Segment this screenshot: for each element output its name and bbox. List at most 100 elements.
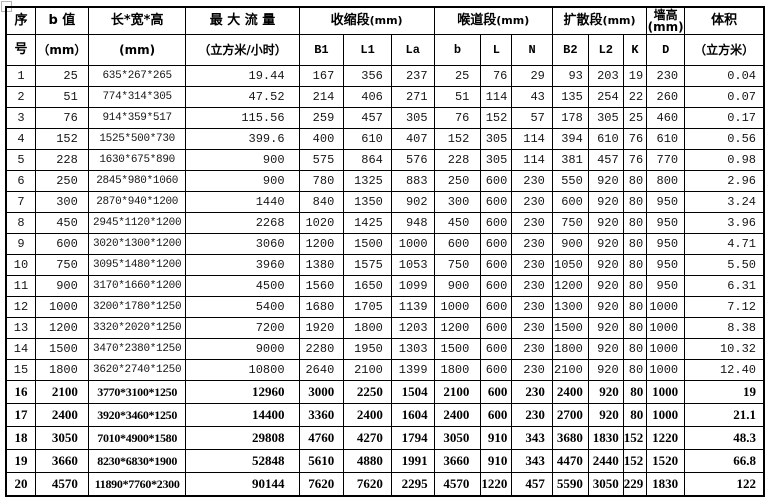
- data-cell: 1800: [343, 317, 392, 339]
- data-cell: 883: [390, 170, 435, 192]
- data-cell: 2100: [343, 359, 392, 381]
- data-cell: 51: [34, 86, 89, 108]
- serial-cell: 17: [5, 403, 36, 427]
- data-cell: 80: [622, 317, 648, 339]
- header-serial-top: 序: [5, 6, 36, 35]
- data-cell: 2400: [343, 403, 392, 427]
- header-row-2: 号 （mm） (mm) （立方米/小时） B1 L1 La b L N B2 L…: [5, 34, 765, 66]
- data-cell: 2250: [343, 380, 392, 404]
- data-cell: 900: [185, 170, 300, 192]
- data-cell: 1440: [185, 191, 300, 213]
- header-subcol-L2: L2: [587, 34, 624, 66]
- header-subcol-D: D: [646, 34, 686, 66]
- data-cell: 750: [433, 254, 482, 276]
- data-cell: 457: [511, 472, 553, 497]
- serial-cell: 14: [5, 338, 36, 360]
- data-cell: 2440: [587, 449, 624, 473]
- data-cell: 1200: [551, 275, 589, 297]
- data-cell: 2268: [185, 212, 300, 234]
- header-serial-bottom: 号: [5, 34, 36, 66]
- data-cell: 840: [298, 191, 345, 213]
- data-cell: 950: [646, 275, 686, 297]
- data-cell: 576: [390, 149, 435, 171]
- header-subcol-L1: L1: [343, 34, 392, 66]
- data-cell: 948: [390, 212, 435, 234]
- data-cell: 1794: [390, 426, 435, 450]
- data-cell: 2100: [433, 380, 482, 404]
- data-cell: 3960: [185, 254, 300, 276]
- data-cell: 600: [480, 296, 513, 318]
- data-cell: 122: [684, 472, 765, 497]
- table-row: 3 76 914*359*517 115.56 259 457 305 76 152 57 178 3…: [5, 107, 765, 129]
- data-cell: 12960: [185, 380, 300, 404]
- data-cell: 4270: [343, 426, 392, 450]
- data-cell: 600: [480, 380, 513, 404]
- data-cell: 910: [480, 449, 513, 473]
- data-cell: 230: [511, 338, 553, 360]
- data-cell: 8.38: [684, 317, 765, 339]
- serial-cell: 20: [5, 472, 36, 497]
- serial-cell: 2: [5, 86, 36, 108]
- serial-cell: 8: [5, 212, 36, 234]
- serial-cell: 18: [5, 426, 36, 450]
- data-cell: 152: [622, 449, 648, 473]
- data-cell: 600: [480, 403, 513, 427]
- data-cell: 7010*4900*1580: [87, 426, 187, 450]
- data-cell: 229: [622, 472, 648, 497]
- data-cell: 178: [551, 107, 589, 129]
- data-cell: 864: [343, 149, 392, 171]
- data-cell: 920: [587, 359, 624, 381]
- data-cell: 47.52: [185, 86, 300, 108]
- data-cell: 48.3: [684, 426, 765, 450]
- data-cell: 4570: [433, 472, 482, 497]
- data-cell: 1399: [390, 359, 435, 381]
- table-row: 17 2400 3920*3460*1250 14400 3360 2400 1604 240…: [5, 403, 765, 427]
- data-cell: 2700: [551, 403, 589, 427]
- data-cell: 80: [622, 254, 648, 276]
- data-cell: 3170*1660*1200: [87, 275, 187, 297]
- header-subcol-b: b: [433, 34, 482, 66]
- table-row: 15 1800 3620*2740*1250 10800 2640 2100 1399 180…: [5, 359, 765, 381]
- data-cell: 610: [587, 128, 624, 150]
- data-cell: 1425: [343, 212, 392, 234]
- data-cell: 76: [622, 149, 648, 171]
- data-cell: 203: [587, 65, 624, 87]
- data-cell: 1830: [587, 426, 624, 450]
- data-cell: 7.12: [684, 296, 765, 318]
- data-cell: 228: [433, 149, 482, 171]
- data-cell: 610: [646, 128, 686, 150]
- serial-cell: 7: [5, 191, 36, 213]
- data-cell: 3770*3100*1250: [87, 380, 187, 404]
- data-cell: 0.04: [684, 65, 765, 87]
- data-cell: 305: [480, 149, 513, 171]
- data-cell: 3320*2020*1250: [87, 317, 187, 339]
- data-cell: 7620: [298, 472, 345, 497]
- header-group-contraction: 收缩段(mm): [298, 6, 435, 35]
- data-cell: 76: [433, 107, 482, 129]
- data-cell: 1020: [298, 212, 345, 234]
- data-cell: 2100: [551, 359, 589, 381]
- data-cell: 3680: [551, 426, 589, 450]
- data-cell: 770: [646, 149, 686, 171]
- data-cell: 920: [587, 317, 624, 339]
- data-cell: 10800: [185, 359, 300, 381]
- data-cell: 406: [343, 86, 392, 108]
- data-cell: 152: [480, 107, 513, 129]
- data-cell: 1991: [390, 449, 435, 473]
- data-cell: 920: [587, 233, 624, 255]
- data-cell: 1500: [343, 233, 392, 255]
- data-cell: 460: [646, 107, 686, 129]
- data-cell: 152: [622, 426, 648, 450]
- table-row: 8 450 2945*1120*1200 2268 1020 1425 948 450 600 2…: [5, 212, 765, 234]
- data-cell: 1800: [433, 359, 482, 381]
- data-cell: 1350: [343, 191, 392, 213]
- data-cell: 230: [511, 317, 553, 339]
- data-cell: 1830: [646, 472, 686, 497]
- serial-cell: 12: [5, 296, 36, 318]
- data-cell: 1560: [298, 275, 345, 297]
- data-cell: 19.44: [185, 65, 300, 87]
- data-cell: 600: [480, 191, 513, 213]
- data-cell: 76: [622, 128, 648, 150]
- header-group-diffusion: 扩散段(mm): [551, 6, 648, 35]
- data-cell: 1604: [390, 403, 435, 427]
